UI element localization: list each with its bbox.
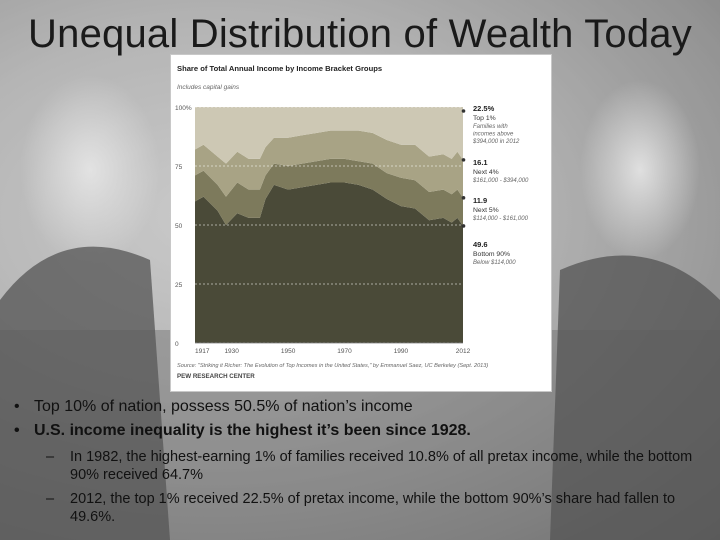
area-next5 bbox=[195, 158, 463, 226]
annotation-label: Next 4% bbox=[473, 169, 499, 176]
sub-bullet-text: 2012, the top 1% received 22.5% of preta… bbox=[70, 491, 676, 525]
annotation-label: Top 1% bbox=[473, 115, 496, 122]
annotation-value: 49.6 bbox=[473, 240, 488, 249]
income-share-chart: Share of Total Annual Income by Income B… bbox=[175, 64, 529, 380]
end-point-next4 bbox=[461, 158, 466, 162]
background-face-right bbox=[580, 80, 700, 260]
y-tick-label: 50 bbox=[175, 223, 183, 230]
chart-brand: PEW RESEARCH CENTER bbox=[177, 373, 255, 380]
annotation-detail: $161,000 - $394,000 bbox=[472, 178, 529, 184]
bullet-item-inequality: • U.S. income inequality is the highest … bbox=[6, 420, 706, 442]
y-tick-label: 0 bbox=[175, 341, 179, 348]
annotation-detail: incomes above bbox=[473, 132, 514, 138]
area-top1 bbox=[195, 107, 463, 164]
sub-bullet-2012: – 2012, the top 1% received 22.5% of pre… bbox=[6, 490, 706, 526]
annotation-value: 22.5% bbox=[473, 104, 495, 113]
y-tick-label: 75 bbox=[175, 164, 183, 171]
y-tick-label: 25 bbox=[175, 282, 183, 289]
annotation-detail: Families with bbox=[473, 124, 508, 130]
annotation-detail: $114,000 - $161,000 bbox=[472, 216, 529, 222]
y-tick-label: 100% bbox=[175, 105, 192, 112]
annotation-label: Next 5% bbox=[473, 207, 499, 214]
chart-subtitle: Includes capital gains bbox=[177, 84, 240, 91]
annotation-value: 11.9 bbox=[473, 196, 487, 205]
bullet-dot-icon: • bbox=[14, 398, 20, 415]
bullet-list: • Top 10% of nation, possess 50.5% of na… bbox=[6, 396, 706, 526]
annotation-detail: $394,000 in 2012 bbox=[472, 139, 520, 145]
annotation-value: 16.1 bbox=[473, 158, 488, 167]
dash-icon: – bbox=[46, 449, 55, 465]
area-bottom90 bbox=[195, 182, 463, 343]
annotation-label: Bottom 90% bbox=[473, 251, 510, 258]
end-point-top1 bbox=[461, 109, 466, 113]
end-point-bottom90 bbox=[461, 224, 466, 228]
background-figure-right bbox=[550, 255, 720, 540]
chart-source: Source: "Striking it Richer: The Evoluti… bbox=[177, 363, 488, 369]
area-next4 bbox=[195, 130, 463, 198]
slide-title: Unequal Distribution of Wealth Today bbox=[28, 12, 692, 56]
sub-bullet-text: In 1982, the highest-earning 1% of famil… bbox=[70, 449, 693, 483]
dash-icon: – bbox=[46, 491, 55, 507]
bullet-text: Top 10% of nation, possess 50.5% of nati… bbox=[34, 398, 413, 415]
annotation-detail: Below $114,000 bbox=[473, 260, 516, 266]
x-tick-label: 1930 bbox=[224, 348, 239, 355]
x-tick-label: 2012 bbox=[456, 348, 471, 355]
background-figure-left bbox=[0, 246, 170, 540]
chart-card: Share of Total Annual Income by Income B… bbox=[170, 54, 552, 392]
x-tick-label: 1990 bbox=[394, 348, 409, 355]
bullet-item-top10: • Top 10% of nation, possess 50.5% of na… bbox=[6, 396, 706, 418]
sub-bullet-1982: – In 1982, the highest-earning 1% of fam… bbox=[6, 448, 706, 484]
x-tick-label: 1917 bbox=[195, 348, 210, 355]
end-point-next5 bbox=[461, 196, 466, 200]
bullet-text: U.S. income inequality is the highest it… bbox=[34, 422, 471, 439]
x-tick-label: 1950 bbox=[281, 348, 296, 355]
chart-title: Share of Total Annual Income by Income B… bbox=[177, 64, 382, 73]
background-face-left bbox=[20, 75, 160, 265]
bullet-dot-icon: • bbox=[14, 422, 20, 439]
x-tick-label: 1970 bbox=[337, 348, 352, 355]
